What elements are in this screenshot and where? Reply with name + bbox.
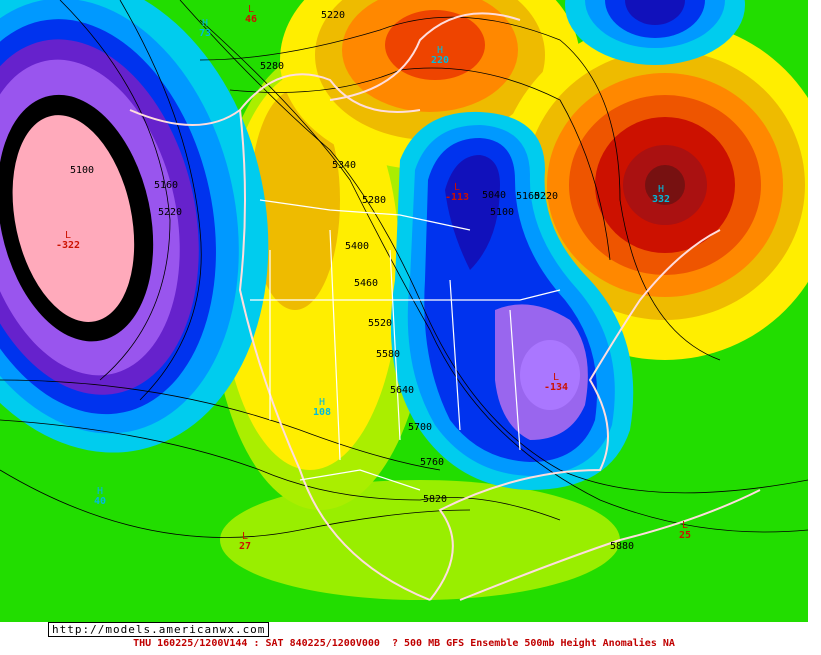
center-letter: L	[242, 531, 248, 542]
contour-label: 5160	[154, 180, 178, 191]
center-value: -113	[445, 192, 469, 203]
center-letter: H	[97, 486, 103, 497]
contour-label: 5280	[260, 61, 284, 72]
center-letter: L	[65, 230, 71, 241]
center-value: 108	[313, 407, 331, 418]
source-url: http://models.americanwx.com	[48, 622, 270, 637]
center-value: 332	[652, 194, 670, 205]
contour-label: 5220	[158, 207, 182, 218]
center-value: -322	[56, 240, 80, 251]
contour-label: 5280	[362, 195, 386, 206]
contour-label: 5580	[376, 349, 400, 360]
contour-label: 5880	[610, 541, 634, 552]
center-value: 40	[94, 496, 106, 507]
center-letter: L	[553, 372, 559, 383]
contour-label: 5640	[390, 385, 414, 396]
center-letter: H	[658, 184, 664, 195]
center-letter: L	[248, 4, 254, 15]
contour-label: 5100	[70, 165, 94, 176]
contour-label: 5160	[516, 191, 540, 202]
anomaly-map: 5220 5280 5340 5280 5400 5460 5520 5580 5640 5700…	[0, 0, 808, 622]
map-caption: THU 160225/1200V144 : SAT 840225/1200V00…	[133, 638, 675, 649]
center-letter: L	[682, 520, 688, 531]
center-value: 46	[245, 14, 257, 25]
contour-label: 5340	[332, 160, 356, 171]
center-letter: L	[454, 182, 460, 193]
contour-label: 5220	[321, 10, 345, 21]
center-value: 25	[679, 530, 691, 541]
center-value: 220	[431, 55, 449, 66]
center-value: 27	[239, 541, 251, 552]
contour-label: 5400	[345, 241, 369, 252]
contour-label: 5460	[354, 278, 378, 289]
contour-label: 5760	[420, 457, 444, 468]
center-letter: H	[319, 397, 325, 408]
contour-label: 5700	[408, 422, 432, 433]
center-value: 73	[199, 28, 211, 39]
contour-label: 5100	[490, 207, 514, 218]
center-letter: H	[202, 18, 208, 29]
contour-label: 5520	[368, 318, 392, 329]
center-letter: H	[437, 45, 443, 56]
contour-label: 5220	[534, 191, 558, 202]
contour-label: 5040	[482, 190, 506, 201]
contour-label: 5820	[423, 494, 447, 505]
center-value: -134	[544, 382, 568, 393]
